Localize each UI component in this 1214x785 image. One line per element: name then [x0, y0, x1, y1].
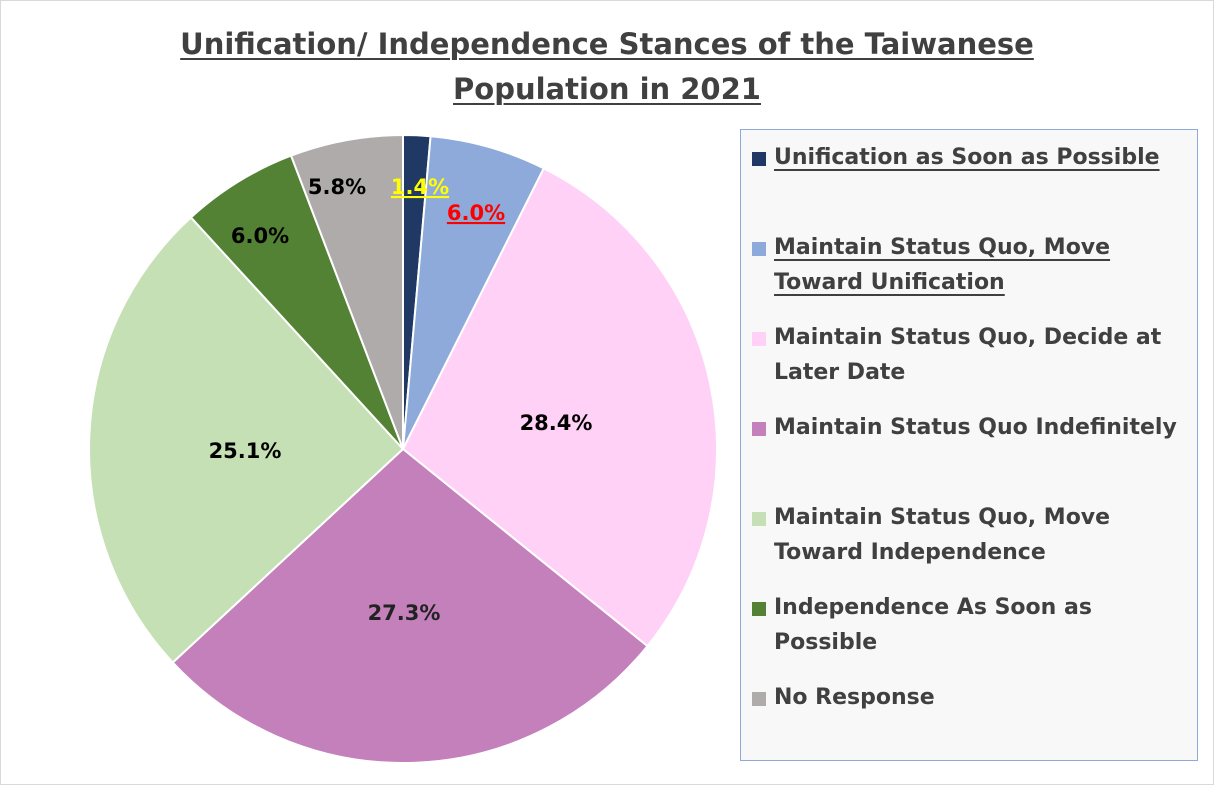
legend-label-line: Independence As Soon as Possible: [774, 595, 1092, 655]
legend-label: No Response: [774, 680, 1194, 715]
legend-swatch: [752, 692, 766, 706]
legend-label: Maintain Status Quo, Move Toward Independ…: [774, 500, 1194, 570]
pie-slice-no-response: [289, 133, 404, 450]
legend-swatch: [752, 602, 766, 616]
data-label-unification-as-soon-as-possible: 1.4%: [391, 175, 449, 199]
chart-title-line-2: Population in 2021: [453, 72, 761, 106]
legend-label: Maintain Status Quo Indefinitely: [774, 410, 1194, 445]
data-label-maintain-status-quo-move-toward-unification: 6.0%: [447, 201, 505, 225]
legend-label-line: Maintain Status Quo Indefinitely: [774, 415, 1177, 440]
legend-swatch: [752, 242, 766, 256]
data-label-maintain-status-quo-indefinitely: 27.3%: [368, 601, 441, 625]
pie-slice-maintain-status-quo-decide-at-later-date: [401, 166, 718, 648]
legend-label-line: Maintain Status Quo, Decide at: [774, 325, 1162, 350]
legend-label-line: Later Date: [774, 360, 906, 385]
legend-label-line: Maintain Status Quo, Move: [774, 505, 1111, 530]
pie-slice-maintain-status-quo-move-toward-unification: [402, 135, 546, 450]
chart-title: Unification/ Independence Stances of the…: [0, 22, 1214, 112]
legend-label-line: No Response: [774, 685, 935, 710]
data-label-maintain-status-quo-decide-at-later-date: 28.4%: [520, 411, 593, 435]
legend-label: Unification as Soon as Possible: [774, 140, 1194, 175]
data-label-no-response: 5.8%: [308, 175, 366, 199]
pie-slice-independence-as-soon-as-possible: [189, 154, 404, 450]
legend-label: Independence As Soon as Possible: [774, 590, 1194, 660]
legend-label-line: Toward Unification: [774, 270, 1005, 295]
legend-label-line: Unification as Soon as Possible: [774, 145, 1160, 170]
data-label-maintain-status-quo-move-toward-independence: 25.1%: [209, 439, 282, 463]
legend-swatch: [752, 512, 766, 526]
pie-slice-maintain-status-quo-indefinitely: [171, 447, 649, 764]
pie-data-labels: 1.4%6.0%28.4%27.3%25.1%6.0%5.8%: [209, 175, 593, 625]
legend-label-line: Toward Independence: [774, 540, 1046, 565]
chart-title-line-1: Unification/ Independence Stances of the…: [180, 27, 1034, 61]
pie-slice-maintain-status-quo-move-toward-independence: [88, 216, 405, 664]
legend-swatch: [752, 332, 766, 346]
legend-label: Maintain Status Quo, Decide at Later Date: [774, 320, 1194, 390]
legend-swatch: [752, 152, 766, 166]
data-label-independence-as-soon-as-possible: 6.0%: [231, 224, 289, 248]
pie-slices: [88, 133, 718, 764]
legend-label-line: Maintain Status Quo, Move: [774, 235, 1111, 260]
legend-label: Maintain Status Quo, Move Toward Unificat…: [774, 230, 1194, 300]
legend: Unification as Soon as Possible Maintain …: [740, 129, 1198, 761]
legend-swatch: [752, 422, 766, 436]
